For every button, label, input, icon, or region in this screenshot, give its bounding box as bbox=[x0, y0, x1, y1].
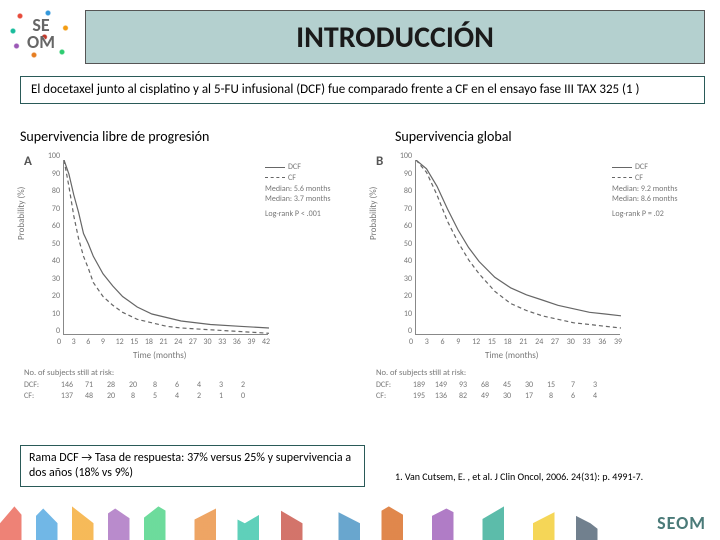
description-text: El docetaxel junto al cisplatino y al 5-… bbox=[31, 82, 694, 98]
chart-b-plot bbox=[415, 160, 620, 335]
description-box: El docetaxel junto al cisplatino y al 5-… bbox=[20, 76, 705, 104]
chart-b-xlabel: Time (months) bbox=[485, 350, 538, 361]
chart-b-os: B Probability (%) 0102030405060708090100… bbox=[370, 150, 710, 430]
chart-a-legend: DCFCFMedian: 5.6 monthsMedian: 3.7 month… bbox=[265, 162, 357, 220]
page-title: INTRODUCCIÓN bbox=[296, 19, 494, 56]
chart-a-yticks: 0102030405060708090100 bbox=[44, 156, 60, 336]
chart-b-risk-label: No. of subjects still at risk: bbox=[376, 368, 466, 378]
chart-a-pfs: A Probability (%) 0102030405060708090100… bbox=[18, 150, 363, 430]
panel-label-a: A bbox=[24, 154, 32, 169]
footer-people-graphic bbox=[0, 498, 720, 540]
chart-b-risk-rows: DCF:189149936845301573CF:195136824930178… bbox=[376, 380, 706, 402]
title-box: INTRODUCCIÓN bbox=[85, 10, 705, 64]
subtitle-left: Supervivencia libre de progresión bbox=[20, 128, 209, 145]
chart-a-xlabel: Time (months) bbox=[133, 350, 186, 361]
slide: SEOM INTRODUCCIÓN El docetaxel junto al … bbox=[0, 0, 720, 540]
chart-a-risk-rows: DCF:14671282086432CF:1374820854210 bbox=[24, 380, 359, 402]
seom-logo-bottom: SEOM bbox=[653, 510, 710, 536]
note-text: Rama DCF → Tasa de respuesta: 37% versus… bbox=[29, 451, 351, 480]
panel-label-b: B bbox=[376, 154, 383, 169]
logo-text: SEOM bbox=[27, 17, 55, 51]
chart-b-legend: DCFCFMedian: 9.2 monthsMedian: 8.6 month… bbox=[612, 162, 704, 220]
chart-a-risk-label: No. of subjects still at risk: bbox=[24, 368, 114, 378]
chart-b-yticks: 0102030405060708090100 bbox=[396, 156, 412, 336]
chart-b-ylabel: Probability (%) bbox=[368, 187, 379, 240]
subtitle-right: Supervivencia global bbox=[395, 128, 512, 145]
note-box: Rama DCF → Tasa de respuesta: 37% versus… bbox=[20, 445, 365, 487]
seom-logo-top: SEOM bbox=[6, 4, 76, 64]
chart-a-svg bbox=[64, 160, 269, 335]
chart-a-ylabel: Probability (%) bbox=[16, 187, 27, 240]
citation: 1. Van Cutsem, E. , et al. J Clin Oncol,… bbox=[395, 470, 643, 483]
chart-a-plot bbox=[63, 160, 268, 335]
chart-b-svg bbox=[416, 160, 621, 335]
